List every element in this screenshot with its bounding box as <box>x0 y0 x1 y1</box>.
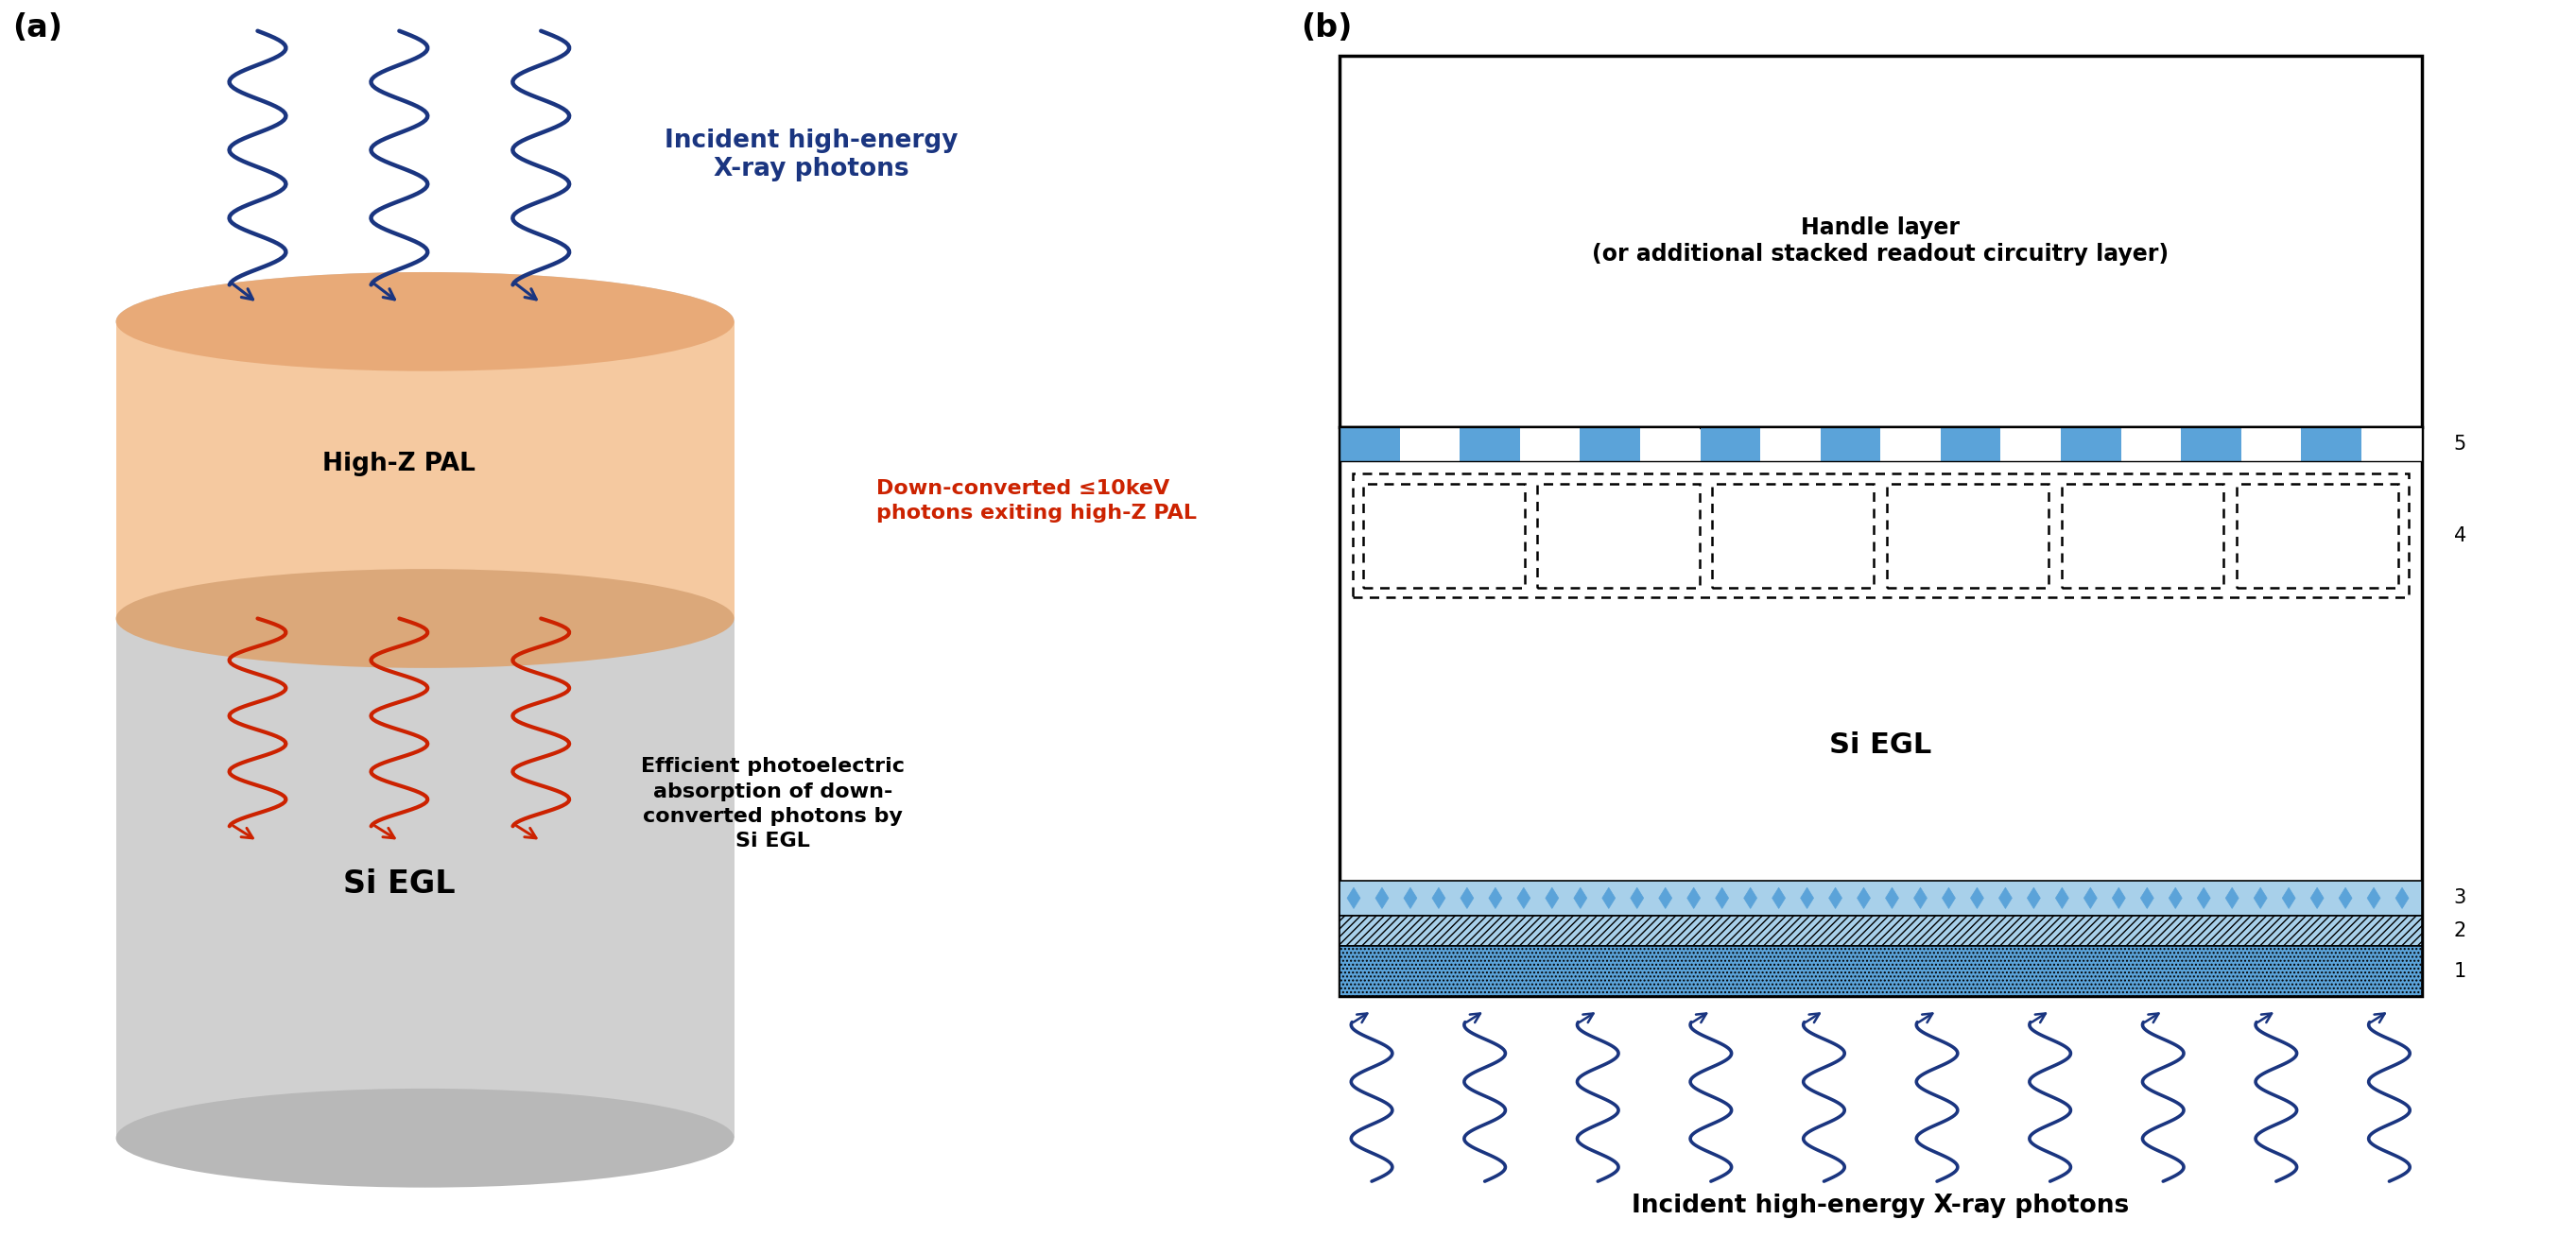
Polygon shape <box>1744 888 1757 908</box>
Bar <box>116 322 734 1138</box>
Polygon shape <box>2141 888 2154 908</box>
Bar <box>1340 915 2421 946</box>
Polygon shape <box>1376 888 1388 908</box>
Text: Incident high-energy
X-ray photons: Incident high-energy X-ray photons <box>665 129 958 181</box>
Bar <box>116 322 734 618</box>
Polygon shape <box>1574 888 1587 908</box>
Text: 4: 4 <box>2452 526 2465 546</box>
Polygon shape <box>1829 888 1842 908</box>
Polygon shape <box>2282 888 2295 908</box>
Bar <box>1538 484 1700 588</box>
Text: (a): (a) <box>13 12 62 43</box>
Bar <box>1821 427 1880 461</box>
Bar <box>1340 881 2421 915</box>
Ellipse shape <box>116 569 734 668</box>
Bar <box>1352 474 2409 597</box>
Bar <box>2182 427 2241 461</box>
Polygon shape <box>1546 888 1558 908</box>
Bar <box>1520 427 1579 461</box>
Text: 1: 1 <box>2452 961 2465 981</box>
Bar <box>1340 427 1399 461</box>
Bar <box>1759 427 1821 461</box>
Polygon shape <box>1716 888 1728 908</box>
Polygon shape <box>1772 888 1785 908</box>
Text: Efficient photoelectric
absorption of down-
converted photons by
Si EGL: Efficient photoelectric absorption of do… <box>641 757 904 851</box>
Bar <box>1399 427 1461 461</box>
Polygon shape <box>2056 888 2069 908</box>
Bar <box>1461 427 1520 461</box>
Bar <box>1880 427 1940 461</box>
Bar <box>2061 427 2120 461</box>
Polygon shape <box>2339 888 2352 908</box>
Polygon shape <box>2311 888 2324 908</box>
Bar <box>2241 427 2300 461</box>
Bar <box>1641 427 1700 461</box>
Polygon shape <box>2112 888 2125 908</box>
Bar <box>1340 56 2421 427</box>
Polygon shape <box>1489 888 1502 908</box>
Text: (b): (b) <box>1301 12 1352 43</box>
Bar <box>1700 427 1759 461</box>
Text: 2: 2 <box>2452 922 2465 940</box>
Bar <box>1579 427 1641 461</box>
Polygon shape <box>2367 888 2380 908</box>
Bar <box>2236 484 2398 588</box>
Text: Incident high-energy X-ray photons: Incident high-energy X-ray photons <box>1631 1194 2130 1218</box>
Text: Si EGL: Si EGL <box>1829 731 1932 760</box>
Polygon shape <box>1347 888 1360 908</box>
Bar <box>1340 946 2421 996</box>
Bar <box>1940 427 2002 461</box>
Text: Down-converted ≤10keV
photons exiting high-Z PAL: Down-converted ≤10keV photons exiting hi… <box>876 479 1195 523</box>
Ellipse shape <box>116 1089 734 1188</box>
Polygon shape <box>2254 888 2267 908</box>
Bar <box>1340 427 2421 996</box>
Bar <box>2362 427 2421 461</box>
Polygon shape <box>1517 888 1530 908</box>
Text: 3: 3 <box>2452 888 2465 908</box>
Bar <box>2120 427 2182 461</box>
Polygon shape <box>2169 888 2182 908</box>
Polygon shape <box>1801 888 1814 908</box>
Polygon shape <box>1999 888 2012 908</box>
Bar <box>1340 427 2421 461</box>
Bar <box>1713 484 1875 588</box>
Polygon shape <box>2197 888 2210 908</box>
Polygon shape <box>1404 888 1417 908</box>
Polygon shape <box>1432 888 1445 908</box>
Ellipse shape <box>116 272 734 371</box>
Bar <box>1886 484 2048 588</box>
Polygon shape <box>1886 888 1899 908</box>
Polygon shape <box>1857 888 1870 908</box>
Polygon shape <box>1461 888 1473 908</box>
Bar <box>2002 427 2061 461</box>
Text: Si EGL: Si EGL <box>343 868 456 901</box>
Polygon shape <box>1659 888 1672 908</box>
Polygon shape <box>2226 888 2239 908</box>
Polygon shape <box>2027 888 2040 908</box>
Text: 5: 5 <box>2452 434 2465 454</box>
Polygon shape <box>1602 888 1615 908</box>
Polygon shape <box>1971 888 1984 908</box>
Polygon shape <box>1914 888 1927 908</box>
Bar <box>2061 484 2223 588</box>
Text: Handle layer
(or additional stacked readout circuitry layer): Handle layer (or additional stacked read… <box>1592 216 2169 266</box>
Polygon shape <box>2396 888 2409 908</box>
Polygon shape <box>1631 888 1643 908</box>
Polygon shape <box>1687 888 1700 908</box>
Text: High-Z PAL: High-Z PAL <box>322 452 477 476</box>
Polygon shape <box>1942 888 1955 908</box>
Ellipse shape <box>116 272 734 371</box>
Bar <box>2300 427 2362 461</box>
Bar <box>1363 484 1525 588</box>
Polygon shape <box>2084 888 2097 908</box>
